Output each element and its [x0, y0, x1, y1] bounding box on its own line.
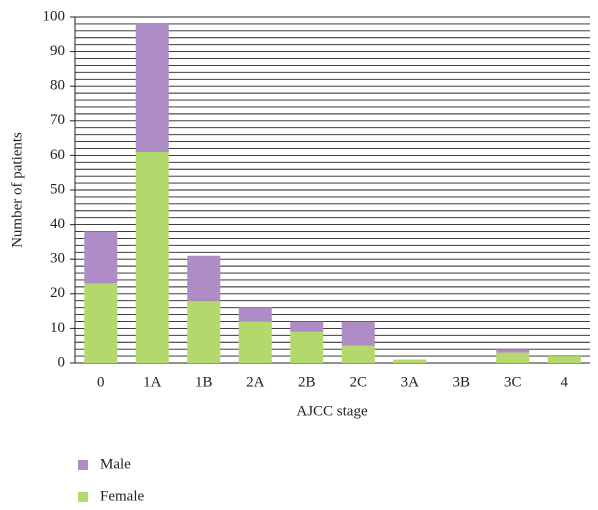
- bar-segment: [393, 359, 427, 363]
- bar-segment: [290, 331, 324, 363]
- x-tick-label: 3C: [504, 374, 522, 390]
- y-tick-label: 80: [50, 78, 65, 94]
- y-tick-label: 30: [50, 251, 65, 267]
- y-tick-label: 50: [50, 181, 65, 197]
- x-tick-label: 3A: [401, 374, 420, 390]
- x-tick-label: 2B: [298, 374, 316, 390]
- x-tick-label: 1A: [143, 374, 162, 390]
- y-tick-label: 70: [50, 112, 65, 128]
- x-tick-label: 3B: [452, 374, 470, 390]
- y-tick-label: 40: [50, 216, 65, 232]
- bar-segment: [84, 231, 118, 284]
- bar-segment: [135, 151, 169, 363]
- x-tick-label: 0: [97, 374, 105, 390]
- bar-segment: [238, 321, 272, 363]
- bar-segment: [496, 352, 530, 363]
- x-axis-title: AJCC stage: [296, 403, 368, 419]
- bar-segment: [341, 345, 375, 363]
- x-tick-label: 1B: [195, 374, 213, 390]
- y-tick-label: 60: [50, 147, 65, 163]
- legend-label: Male: [100, 456, 131, 472]
- bar-segment: [187, 255, 221, 301]
- x-tick-label: 4: [561, 374, 569, 390]
- bar-segment: [135, 23, 169, 152]
- bar-segment: [496, 349, 530, 353]
- y-tick-label: 20: [50, 285, 65, 301]
- y-tick-label: 90: [50, 43, 65, 59]
- legend-label: Female: [100, 488, 144, 504]
- bar-segment: [290, 321, 324, 332]
- x-tick-label: 2C: [349, 374, 367, 390]
- x-tick-label: 2A: [246, 374, 265, 390]
- y-axis-title: Number of patients: [9, 132, 25, 248]
- bar-segment: [341, 321, 375, 346]
- bar-segment: [238, 307, 272, 322]
- bar-segment: [187, 300, 221, 363]
- y-tick-label: 100: [43, 8, 66, 24]
- y-tick-label: 10: [50, 320, 65, 336]
- bar-segment: [84, 283, 118, 363]
- y-tick-label: 0: [58, 354, 66, 370]
- bar-segment: [547, 356, 581, 363]
- legend-swatch: [78, 492, 88, 502]
- legend-swatch: [78, 460, 88, 470]
